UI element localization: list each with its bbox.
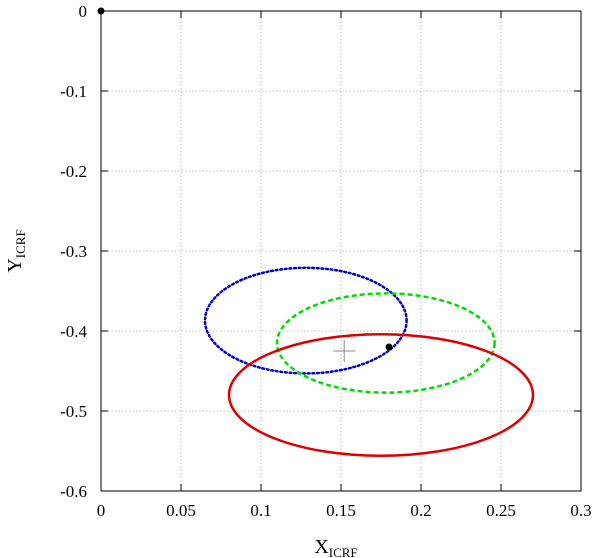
y-tick-label: -0.2 — [60, 162, 87, 181]
data-point-plus — [333, 340, 356, 362]
data-point-dot — [385, 343, 393, 351]
x-tick-label: 0 — [97, 501, 106, 520]
data-points — [97, 7, 393, 362]
y-tick-label: -0.6 — [60, 482, 87, 501]
y-tick-label: -0.3 — [60, 242, 87, 261]
solid-ellipse — [227, 332, 535, 458]
y-tick-label: -0.4 — [60, 322, 87, 341]
x-tick-label: 0.1 — [250, 501, 271, 520]
dotted-ellipse — [203, 266, 408, 375]
y-axis-title-main: Y — [4, 258, 26, 272]
x-axis-title: XICRF — [314, 536, 357, 558]
x-tick-label: 0.25 — [486, 501, 516, 520]
x-tick-label: 0.05 — [166, 501, 196, 520]
y-axis-title-sub: ICRF — [13, 229, 28, 258]
x-tick-label: 0.3 — [570, 501, 591, 520]
x-axis-title-main: X — [314, 536, 329, 558]
y-tick-label: 0 — [79, 2, 88, 21]
x-tick-label: 0.15 — [326, 501, 356, 520]
plot-frame — [100, 10, 582, 492]
y-tick-label: -0.5 — [60, 402, 87, 421]
ticks: 0 0.05 0.1 0.15 0.2 0.25 0.3 0 -0.1 -0.2 -0.3 -0.4 -… — [60, 2, 592, 520]
grid — [101, 11, 581, 491]
x-tick-label: 0.2 — [410, 501, 431, 520]
dashed-ellipse — [275, 292, 496, 394]
y-axis-title: YICRF — [4, 229, 28, 272]
x-axis-title-sub: ICRF — [329, 545, 358, 558]
ellipses — [203, 266, 535, 458]
y-tick-label: -0.1 — [60, 82, 87, 101]
